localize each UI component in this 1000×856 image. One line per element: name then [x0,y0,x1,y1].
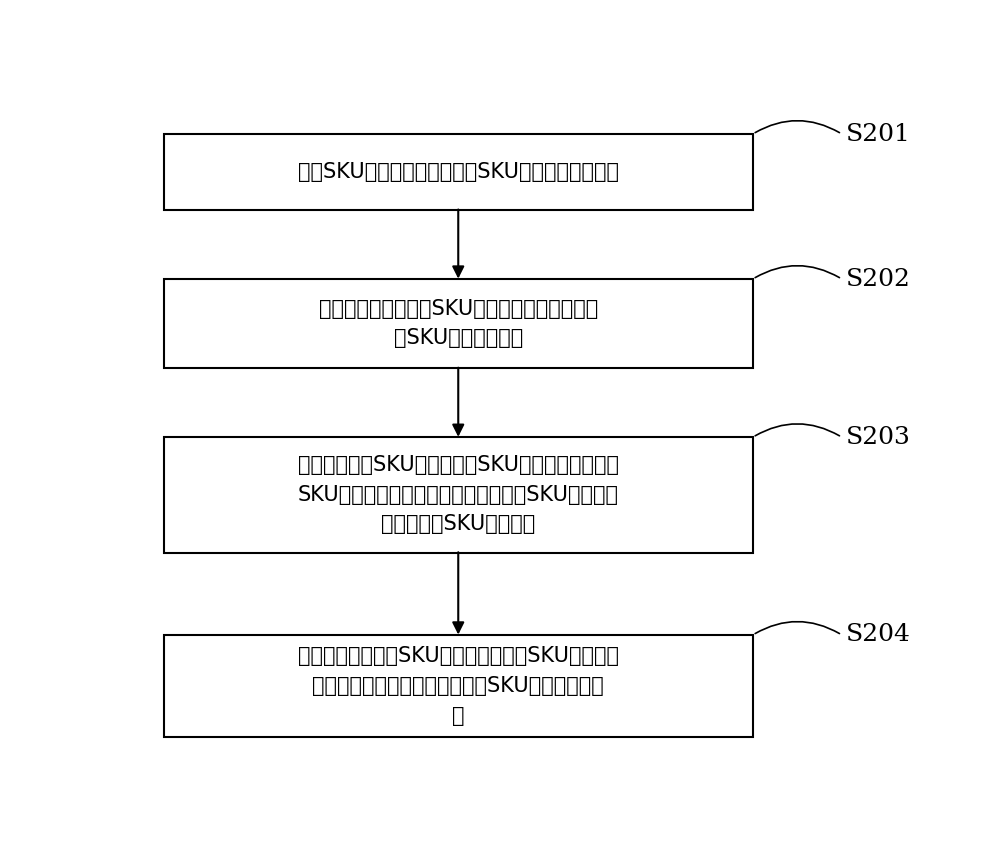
Bar [164,635,753,737]
Text: S204: S204 [846,623,911,646]
Text: 根据当前云仓SKU种类、目标SKU种类软上限、目标
SKU种类硬上限和低库转池中的低库转SKU种类，确
定允许新增SKU种类阈值: 根据当前云仓SKU种类、目标SKU种类软上限、目标 SKU种类硬上限和低库转池中… [298,455,619,534]
Text: 获取当前云仓中在库SKU的库转天数，筛选低库
转SKU构建低库转池: 获取当前云仓中在库SKU的库转天数，筛选低库 转SKU构建低库转池 [319,299,598,348]
Text: 根据所述允许新增SKU种类阈值和初始SKU预测销量
，从所述初始选品池中获得目标SKU加入最终选品
池: 根据所述允许新增SKU种类阈值和初始SKU预测销量 ，从所述初始选品池中获得目标… [298,646,619,726]
Bar [164,437,753,553]
Text: 根据SKU的预测销量筛选初始SKU，构建初始选品池: 根据SKU的预测销量筛选初始SKU，构建初始选品池 [298,162,619,182]
Bar [164,134,753,210]
Bar [164,279,753,368]
Text: S202: S202 [846,268,911,290]
Text: S203: S203 [846,425,911,449]
Text: S201: S201 [846,122,910,146]
